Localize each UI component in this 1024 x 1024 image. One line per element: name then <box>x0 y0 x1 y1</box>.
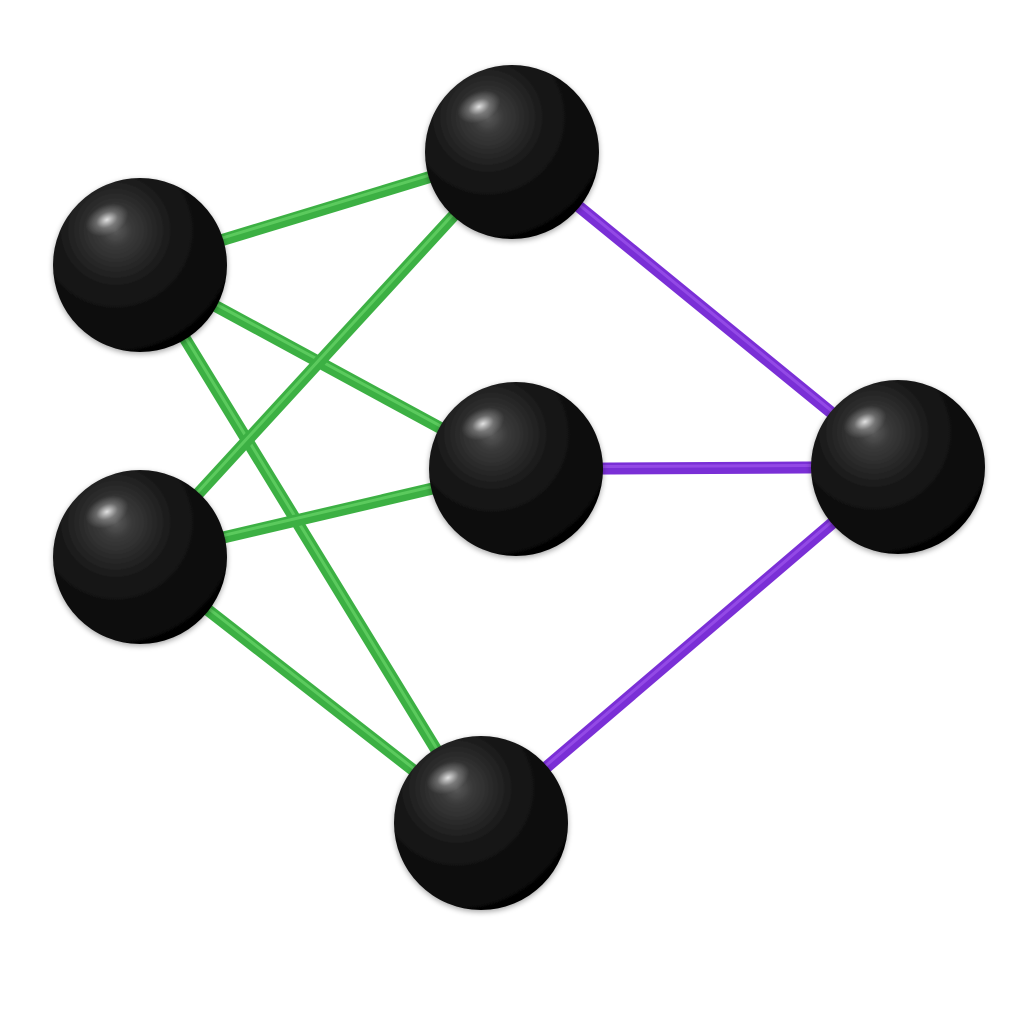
node-input-top <box>53 178 227 352</box>
node-hidden-middle <box>429 382 603 556</box>
node-input-bottom <box>53 470 227 644</box>
nodes-layer <box>53 65 985 910</box>
edge-input-bottom-to-hidden-top <box>134 146 518 563</box>
node-output <box>811 380 985 554</box>
node-hidden-bottom <box>394 736 568 910</box>
node-hidden-top <box>425 65 599 239</box>
edge-input-top-to-hidden-bottom <box>134 259 487 829</box>
edge-hidden-bottom-to-output <box>475 461 904 829</box>
